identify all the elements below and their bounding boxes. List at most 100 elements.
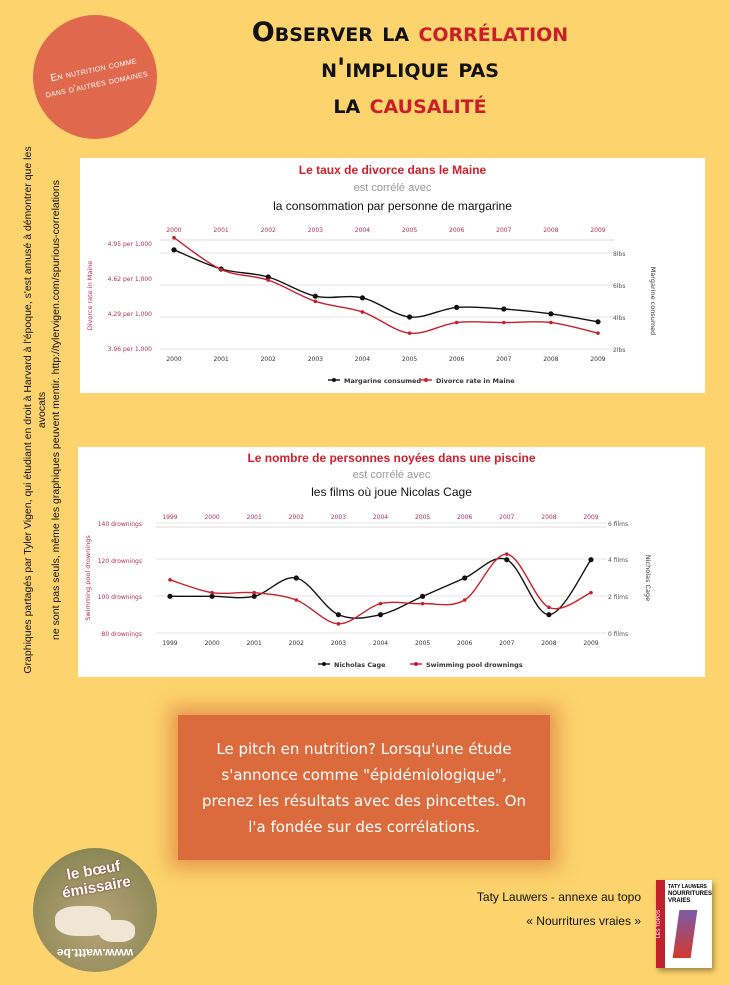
x-tick-label: 2009 [590, 356, 605, 363]
data-point [359, 295, 366, 301]
x-tick-label: 2001 [247, 640, 262, 647]
top-tick-label: 2001 [247, 514, 262, 521]
data-point [462, 575, 468, 581]
data-point [219, 267, 223, 272]
title-part: la [333, 89, 370, 120]
data-point [595, 319, 601, 325]
data-point [501, 320, 506, 325]
page-title: Observer la corrélation n'implique pas l… [170, 15, 650, 123]
left-tick-label: 80 drownings [102, 631, 142, 638]
data-point [168, 578, 172, 582]
chart-svg: 8lbs 6lbs 4lbs 2lbs 4.95 per 1,000 4.62 per 1… [86, 227, 657, 385]
logo-text: le bœuf émissaire [60, 857, 133, 902]
x-tick-label: 2005 [402, 356, 417, 363]
left-tick-label: 4.62 per 1,000 [108, 276, 153, 283]
x-tick-label: 2000 [166, 356, 181, 363]
data-point [209, 593, 215, 599]
data-point [420, 593, 426, 599]
x-tick-label: 2003 [331, 640, 346, 647]
right-tick-label: 2 films [608, 594, 628, 601]
title-highlight: causalité [369, 89, 487, 120]
chart-subtitle: est corrélé avec [352, 469, 431, 481]
top-tick-label: 2006 [449, 227, 464, 234]
legend-label: Nicholas Cage [334, 661, 386, 669]
right-tick-label: 6lbs [613, 283, 625, 290]
legend-marker [414, 662, 418, 666]
right-tick-label: 4 films [608, 557, 628, 564]
credit-line-1: Taty Lauwers - annexe au topo [476, 890, 641, 904]
legend-label: Margarine consumed [344, 377, 421, 385]
left-tick-label: 140 drownings [98, 521, 142, 528]
top-tick-label: 2005 [402, 227, 417, 234]
credit: Taty Lauwers - annexe au topo « Nourritur… [477, 885, 641, 933]
top-tick-label: 2009 [583, 514, 598, 521]
side-note-line-2: ne sont pas seuls, même les graphiques p… [50, 180, 62, 640]
data-point [407, 331, 412, 335]
data-point [266, 278, 271, 282]
data-point [547, 605, 551, 610]
top-tick-label: 2005 [415, 514, 430, 521]
data-point [454, 320, 459, 325]
top-tick-label: 2008 [541, 514, 556, 521]
data-point [313, 299, 318, 304]
right-tick-label: 4lbs [613, 315, 625, 322]
x-tick-label: 2006 [457, 640, 472, 647]
data-point [252, 590, 256, 595]
top-tick-label: 2000 [166, 227, 181, 234]
right-axis-label: Nicholas Cage [644, 555, 652, 601]
x-tick-label: 2007 [499, 640, 514, 647]
book-series: LES TOPOS [656, 880, 665, 968]
left-tick-label: 120 drownings [98, 558, 142, 565]
chart-margarine-divorce: Le taux de divorce dans le Maine est cor… [80, 158, 705, 393]
left-axis-label: Divorce rate in Maine [86, 261, 94, 331]
right-tick-label: 6 films [608, 521, 628, 528]
book-cover: LES TOPOS TATY LAUWERS NOURRITURES VRAIE… [656, 880, 712, 968]
top-tick-label: 2000 [204, 514, 219, 521]
pitch-text: Le pitch en nutrition? Lorsqu'une étude … [201, 739, 526, 836]
top-tick-label: 2003 [308, 227, 323, 234]
chart-title: Le nombre de personnes noyées dans une p… [247, 451, 536, 465]
data-point [171, 247, 177, 253]
chart-title-2: la consommation par personne de margarin… [273, 199, 512, 213]
chart-subtitle: est corrélé avec [353, 182, 432, 194]
data-point [378, 601, 383, 606]
series-line-nicholas-cage [170, 557, 592, 619]
top-tick-label: 2007 [499, 514, 514, 521]
data-point [360, 310, 365, 314]
data-point [454, 304, 460, 310]
series-line-divorce-rate-in-maine [173, 237, 599, 334]
top-tick-label: 2003 [331, 514, 346, 521]
calf-image [99, 920, 135, 942]
side-note-line-1: Graphiques partagés par Tyler Vigen, qui… [22, 146, 48, 674]
chart-title-2: les films où joue Nicolas Cage [311, 485, 472, 499]
title-part: Observer la [251, 17, 419, 48]
legend-marker [332, 378, 336, 382]
x-tick-label: 2004 [355, 356, 370, 363]
data-point [251, 593, 257, 599]
data-point [548, 311, 554, 317]
top-tick-label: 2002 [261, 227, 276, 234]
data-point [377, 612, 384, 618]
legend-label: Divorce rate in Maine [436, 377, 515, 385]
data-point [501, 306, 507, 312]
right-tick-label: 0 films [608, 631, 628, 638]
top-tick-label: 2006 [457, 514, 472, 521]
legend-label: Swimming pool drownings [426, 661, 523, 669]
chart-title: Le taux de divorce dans le Maine [298, 163, 487, 177]
left-axis-label: Swimming pool drownings [84, 535, 92, 621]
x-tick-label: 2002 [289, 640, 304, 647]
x-tick-label: 2006 [449, 356, 464, 363]
right-tick-label: 8lbs [613, 251, 625, 258]
book-illustration [672, 910, 698, 958]
data-point [406, 314, 413, 320]
data-point [265, 274, 271, 280]
logo: le bœuf émissaire www.wattt.be [33, 848, 157, 972]
book-author: TATY LAUWERS [668, 884, 707, 890]
data-point [172, 235, 176, 240]
data-point [336, 622, 341, 626]
x-tick-label: 2003 [308, 356, 323, 363]
data-point [596, 331, 600, 335]
top-tick-label: 1999 [162, 514, 177, 521]
x-tick-label: 2008 [541, 640, 556, 647]
pitch-box: Le pitch en nutrition? Lorsqu'une étude … [178, 715, 550, 860]
